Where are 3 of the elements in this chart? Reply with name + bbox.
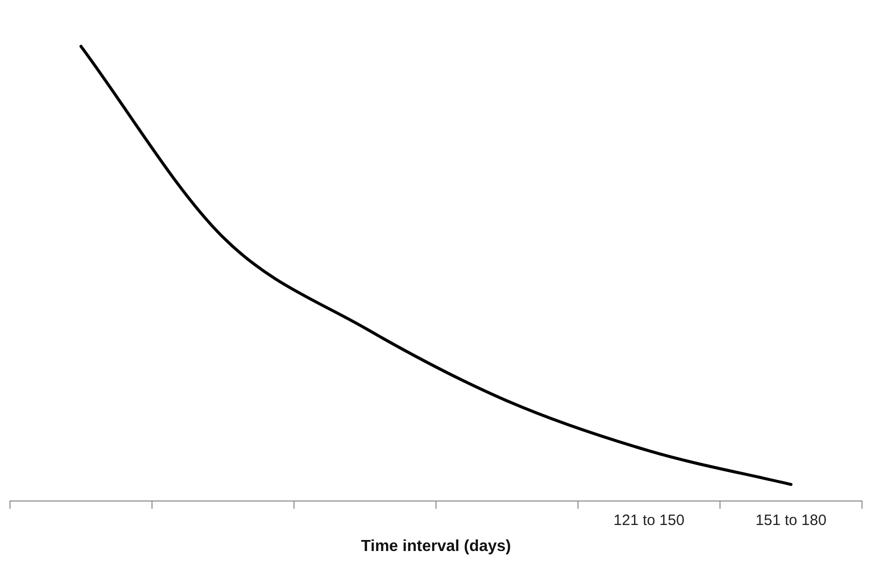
x-axis-title: Time interval (days) xyxy=(361,538,511,555)
x-tick-label: 151 to 180 xyxy=(756,512,826,529)
x-tick-label: 121 to 150 xyxy=(614,512,684,529)
